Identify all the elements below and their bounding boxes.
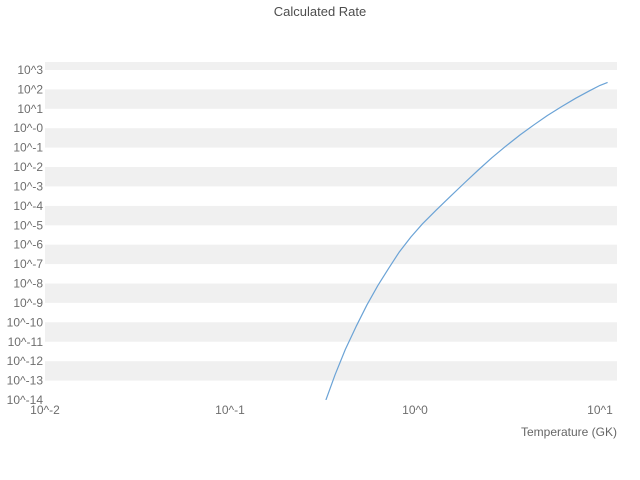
grid-band (45, 128, 617, 148)
grid-band (45, 205, 617, 226)
x-tick-label: 10^0 (402, 403, 428, 417)
x-tick-label: 10^-1 (215, 403, 245, 417)
y-tick-label: 10^-8 (13, 277, 43, 291)
grid-band (45, 89, 617, 109)
x-axis-label: Temperature (GK) (520, 425, 617, 439)
chart-title: Calculated Rate (273, 4, 367, 19)
y-tick-label: 10^-14 (7, 393, 44, 407)
grid-band (45, 283, 617, 303)
y-tick-label: 10^-0 (13, 121, 43, 135)
y-tick-label: 10^-2 (13, 160, 43, 174)
grid-band (45, 62, 617, 70)
y-tick-label: 10^-13 (7, 374, 44, 388)
y-tick-label: 10^-1 (13, 141, 43, 155)
y-tick-label: 10^-10 (7, 315, 44, 329)
y-axis-ticks: 10^3 10^2 10^1 10^-0 10^-1 10^-2 10^-3 10^-4 10^… (7, 63, 44, 407)
x-tick-label: 10^-2 (30, 403, 60, 417)
rate-line (325, 81, 608, 400)
y-tick-label: 10^3 (17, 63, 43, 77)
y-tick-label: 10^-9 (13, 296, 43, 310)
y-tick-label: 10^-5 (13, 218, 43, 232)
y-tick-label: 10^1 (17, 102, 43, 116)
y-tick-label: 10^-12 (7, 354, 44, 368)
x-tick-label: 10^1 (587, 403, 613, 417)
y-tick-label: 10^-7 (13, 257, 43, 271)
grid-band (45, 244, 617, 265)
y-tick-label: 10^-6 (13, 238, 43, 252)
y-tick-label: 10^-3 (13, 179, 43, 193)
y-tick-label: 10^-11 (8, 335, 44, 349)
background-bands (45, 62, 617, 381)
y-tick-label: 10^-4 (13, 199, 43, 213)
grid-band (45, 361, 617, 381)
x-axis-ticks: 10^-2 10^-1 10^0 10^1 (30, 403, 613, 417)
grid-band (45, 322, 617, 342)
y-tick-label: 10^2 (17, 82, 43, 96)
grid-band (45, 167, 617, 187)
